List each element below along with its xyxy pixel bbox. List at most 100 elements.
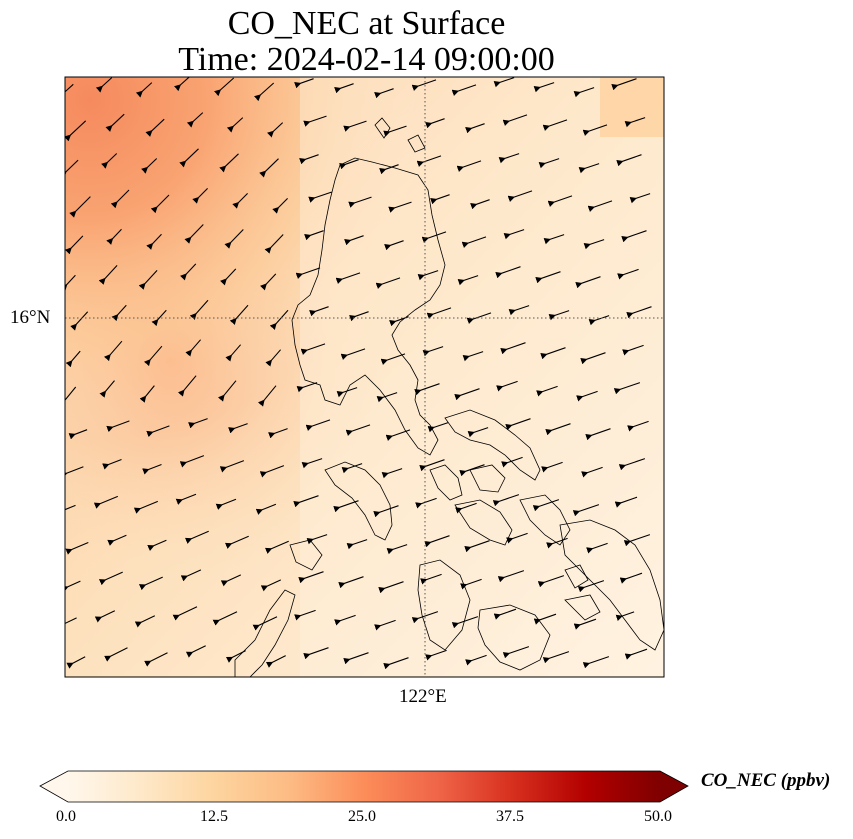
wind-arrow bbox=[573, 618, 597, 630]
wind-arrow bbox=[424, 535, 450, 548]
wind-arrow bbox=[265, 349, 282, 367]
wind-arrow bbox=[268, 428, 288, 439]
wind-arrow bbox=[461, 236, 487, 249]
wind-arrow bbox=[506, 532, 528, 544]
wind-arrow bbox=[462, 351, 484, 362]
wind-arrow bbox=[184, 530, 209, 544]
wind-arrow bbox=[383, 125, 407, 137]
wind-arrow bbox=[419, 459, 445, 472]
wind-arrow bbox=[457, 275, 479, 286]
wind-arrow bbox=[613, 382, 641, 395]
wind-arrow bbox=[308, 191, 332, 203]
wind-arrow bbox=[459, 464, 485, 477]
wind-arrow bbox=[138, 270, 158, 290]
wind-arrow bbox=[375, 277, 401, 290]
wind-arrow bbox=[145, 118, 165, 137]
wind-arrow bbox=[299, 154, 319, 165]
wind-arrow bbox=[580, 352, 606, 365]
wind-arrow bbox=[215, 498, 237, 510]
wind-arrow bbox=[493, 608, 517, 620]
wind-arrow bbox=[305, 419, 331, 432]
wind-arrow bbox=[346, 539, 368, 550]
wind-arrow bbox=[175, 493, 197, 505]
wind-arrow bbox=[267, 122, 284, 138]
wind-arrow bbox=[95, 77, 113, 93]
wind-arrow bbox=[303, 115, 327, 127]
wind-arrow bbox=[229, 304, 249, 325]
wind-arrow bbox=[416, 155, 442, 168]
wind-arrow bbox=[533, 82, 555, 93]
wind-arrow bbox=[334, 614, 356, 626]
wind-arrow bbox=[336, 387, 358, 398]
wind-arrow bbox=[376, 392, 398, 403]
wind-arrow bbox=[498, 153, 520, 164]
wind-arrow bbox=[172, 606, 198, 621]
wind-arrow bbox=[383, 657, 409, 670]
wind-arrow bbox=[304, 230, 324, 241]
wind-arrow bbox=[497, 570, 525, 583]
wind-arrow bbox=[611, 78, 637, 91]
wind-arrow bbox=[576, 390, 598, 402]
wind-arrow bbox=[225, 650, 246, 663]
wind-arrow bbox=[252, 616, 278, 631]
wind-arrow bbox=[341, 463, 363, 474]
colorbar-tick-0: 0.0 bbox=[56, 808, 76, 825]
wind-arrow bbox=[99, 380, 115, 398]
wind-arrow bbox=[180, 569, 202, 582]
wind-arrow bbox=[212, 611, 238, 626]
wind-arrow bbox=[338, 576, 364, 589]
wind-arrow bbox=[65, 541, 89, 555]
wind-arrow bbox=[542, 119, 568, 132]
wind-arrow bbox=[582, 124, 608, 137]
wind-arrow bbox=[102, 458, 122, 470]
wind-arrow bbox=[228, 423, 248, 434]
wind-arrow bbox=[68, 429, 88, 440]
wind-arrow bbox=[467, 427, 489, 438]
wind-arrow bbox=[180, 263, 197, 281]
wind-arrow bbox=[104, 340, 123, 362]
wind-arrow bbox=[264, 234, 284, 254]
wind-arrow bbox=[134, 615, 156, 628]
wind-arrow bbox=[65, 120, 87, 142]
wind-arrow bbox=[546, 537, 568, 549]
wind-arrow bbox=[500, 342, 526, 355]
wind-arrow bbox=[255, 503, 277, 515]
wind-arrow bbox=[65, 504, 76, 511]
wind-arrow bbox=[94, 610, 116, 623]
wind-arrow bbox=[340, 348, 366, 361]
wind-arrow bbox=[616, 154, 642, 167]
wind-arrow bbox=[110, 189, 130, 209]
wind-arrow bbox=[335, 272, 361, 285]
wind-arrow bbox=[298, 571, 324, 584]
wind-arrow bbox=[219, 153, 239, 173]
title-line-2: Time: 2024-02-14 09:00:00 bbox=[178, 41, 555, 78]
wind-arrow bbox=[260, 579, 282, 592]
wind-arrow bbox=[214, 77, 235, 97]
wind-arrow bbox=[65, 274, 76, 292]
wind-arrow bbox=[142, 463, 162, 475]
wind-arrow bbox=[456, 160, 482, 173]
wind-arrow bbox=[540, 347, 566, 360]
wind-arrow bbox=[420, 573, 442, 585]
wind-arrow bbox=[220, 268, 237, 286]
wind-arrow bbox=[217, 380, 237, 402]
lat-tick-label: 16°N bbox=[10, 307, 51, 328]
wind-arrow bbox=[349, 311, 369, 322]
wind-arrow bbox=[232, 193, 248, 209]
wind-arrow bbox=[177, 375, 197, 397]
wind-arrow bbox=[139, 385, 155, 403]
wind-arrow bbox=[185, 645, 206, 658]
wind-arrow bbox=[451, 84, 477, 97]
wind-arrow bbox=[548, 310, 570, 321]
wind-arrow bbox=[65, 235, 84, 255]
wind-arrow bbox=[69, 196, 91, 218]
wind-arrow bbox=[535, 271, 561, 284]
colorbar bbox=[39, 770, 689, 803]
wind-arrow bbox=[300, 343, 326, 356]
wind-arrow bbox=[65, 466, 84, 479]
wind-arrow bbox=[306, 534, 328, 545]
wind-arrow bbox=[185, 339, 202, 357]
wind-arrow bbox=[345, 424, 371, 437]
wind-arrow bbox=[257, 385, 277, 407]
